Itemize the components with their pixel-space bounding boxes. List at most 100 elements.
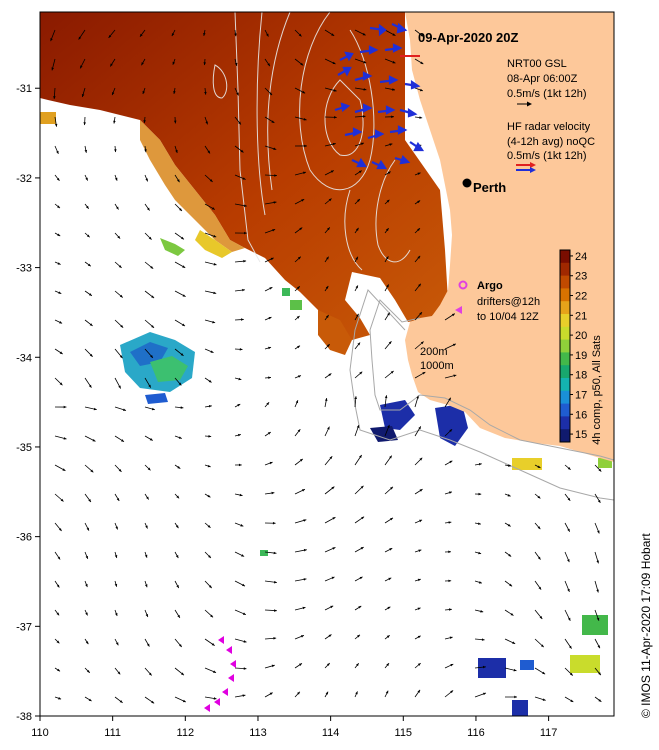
wind-arrowhead: [384, 395, 388, 399]
wind-arrowhead: [108, 34, 112, 38]
wind-arrowhead: [208, 379, 212, 383]
wind-arrowhead: [115, 526, 118, 530]
wind-arrowhead: [211, 207, 215, 210]
wind-arrowhead: [386, 663, 390, 667]
wind-arrowhead: [114, 177, 118, 181]
wind-arrowhead: [175, 149, 178, 153]
wind-arrowhead: [390, 517, 393, 521]
wind-arrowhead: [151, 700, 155, 704]
wind-arrowhead: [207, 494, 211, 498]
wind-arrowhead: [417, 663, 421, 666]
wind-arrowhead: [354, 396, 358, 400]
wind-arrowhead: [177, 179, 180, 183]
wind-arrowhead: [451, 313, 455, 317]
wind-arrowhead: [385, 690, 389, 694]
wind-arrowhead: [119, 700, 123, 703]
wind-arrowhead: [332, 547, 336, 550]
wind-arrowhead: [117, 671, 121, 675]
wind-arrowhead: [449, 636, 453, 640]
wind-arrowhead: [268, 346, 272, 350]
wind-arrowhead: [452, 343, 456, 347]
colorbar-frame: [559, 249, 571, 443]
wind-arrowhead: [388, 341, 392, 345]
wind-arrowhead: [597, 499, 601, 503]
wind-arrowhead: [213, 262, 217, 266]
wind-arrowhead: [171, 33, 175, 37]
wind-arrowhead: [392, 60, 396, 64]
wind-arrowhead: [85, 177, 88, 181]
wind-arrowhead: [267, 63, 270, 67]
wind-arrowhead: [178, 382, 182, 386]
wind-arrowhead: [417, 200, 421, 204]
wind-arrowhead: [537, 526, 541, 530]
wind-arrowhead: [542, 671, 546, 675]
wind-arrowhead: [514, 695, 517, 699]
wind-legend-line2: 08-Apr 06:00Z: [507, 73, 578, 85]
wind-arrowhead: [57, 262, 61, 265]
wind-arrowhead: [419, 489, 423, 492]
wind-arrowhead: [360, 142, 364, 146]
wind-arrowhead: [416, 395, 419, 399]
colorbar-segment: [560, 288, 570, 302]
wind-arrowhead: [237, 433, 241, 437]
colorbar-segment: [560, 314, 570, 328]
wind-arrowhead: [355, 227, 359, 231]
x-tick-label: 114: [322, 727, 340, 739]
wind-arrowhead: [58, 528, 62, 532]
wind-arrowhead: [182, 294, 186, 297]
wind-arrowhead: [387, 606, 391, 610]
wind-arrowhead: [173, 91, 176, 94]
wind-arrowhead: [596, 589, 599, 593]
wind-arrowhead: [359, 371, 363, 375]
y-tick-label: -34: [16, 352, 32, 364]
wind-arrowhead: [238, 377, 242, 381]
wind-arrowhead: [274, 580, 277, 584]
wind-arrowhead: [478, 551, 482, 555]
wind-arrowhead: [331, 33, 335, 36]
wind-arrowhead: [449, 429, 453, 433]
wind-arrowhead: [417, 172, 421, 176]
wind-arrowhead: [418, 426, 421, 430]
wind-arrowhead: [302, 90, 306, 94]
wind-arrowhead: [88, 499, 91, 502]
colorbar-tick-label: 17: [575, 389, 587, 401]
wind-arrowhead: [141, 62, 144, 66]
wind-arrowhead: [182, 323, 186, 327]
sst-colorbar: 24 23 22 21 20 19 18 17 16 15: [559, 249, 587, 443]
wind-arrowhead: [507, 494, 511, 497]
wind-arrowhead: [448, 579, 452, 583]
wind-arrowhead: [180, 406, 184, 409]
wind-arrowhead: [90, 469, 94, 473]
wind-arrowhead: [513, 668, 517, 672]
wind-arrowhead: [208, 434, 212, 438]
wind-arrowhead: [88, 384, 92, 388]
wind-arrowhead: [110, 63, 113, 67]
wind-arrowhead: [240, 524, 244, 527]
wind-arrowhead: [358, 170, 362, 174]
wind-arrowhead: [271, 664, 275, 668]
wind-arrowhead: [243, 204, 247, 207]
sst-green-spot-2: [282, 288, 290, 296]
colorbar-tick-label: 23: [575, 271, 587, 283]
wind-arrowhead: [392, 33, 396, 36]
x-tick-label: 113: [249, 727, 267, 739]
sst-yellow-patch: [195, 230, 232, 258]
y-tick-label: -35: [16, 442, 32, 454]
wind-arrowhead: [234, 62, 238, 66]
wind-arrowhead: [304, 144, 307, 148]
wind-arrowhead: [269, 92, 273, 96]
wind-arrowhead: [478, 492, 482, 496]
wind-arrowhead: [268, 317, 272, 320]
wind-arrowhead: [417, 689, 421, 693]
x-axis: 110 111 112 113 114 115 116 117: [31, 716, 557, 739]
wind-arrowhead: [324, 398, 328, 401]
wind-arrowhead: [177, 614, 180, 618]
wind-arrowhead: [362, 32, 366, 36]
wind-arrowhead: [386, 199, 390, 203]
colorbar-tick-label: 19: [575, 350, 587, 362]
wind-arrowhead: [123, 408, 127, 411]
wind-arrowhead: [205, 121, 208, 125]
wind-arrowhead: [58, 291, 62, 294]
wind-arrowhead: [139, 33, 143, 37]
wind-arrowhead: [450, 690, 454, 694]
